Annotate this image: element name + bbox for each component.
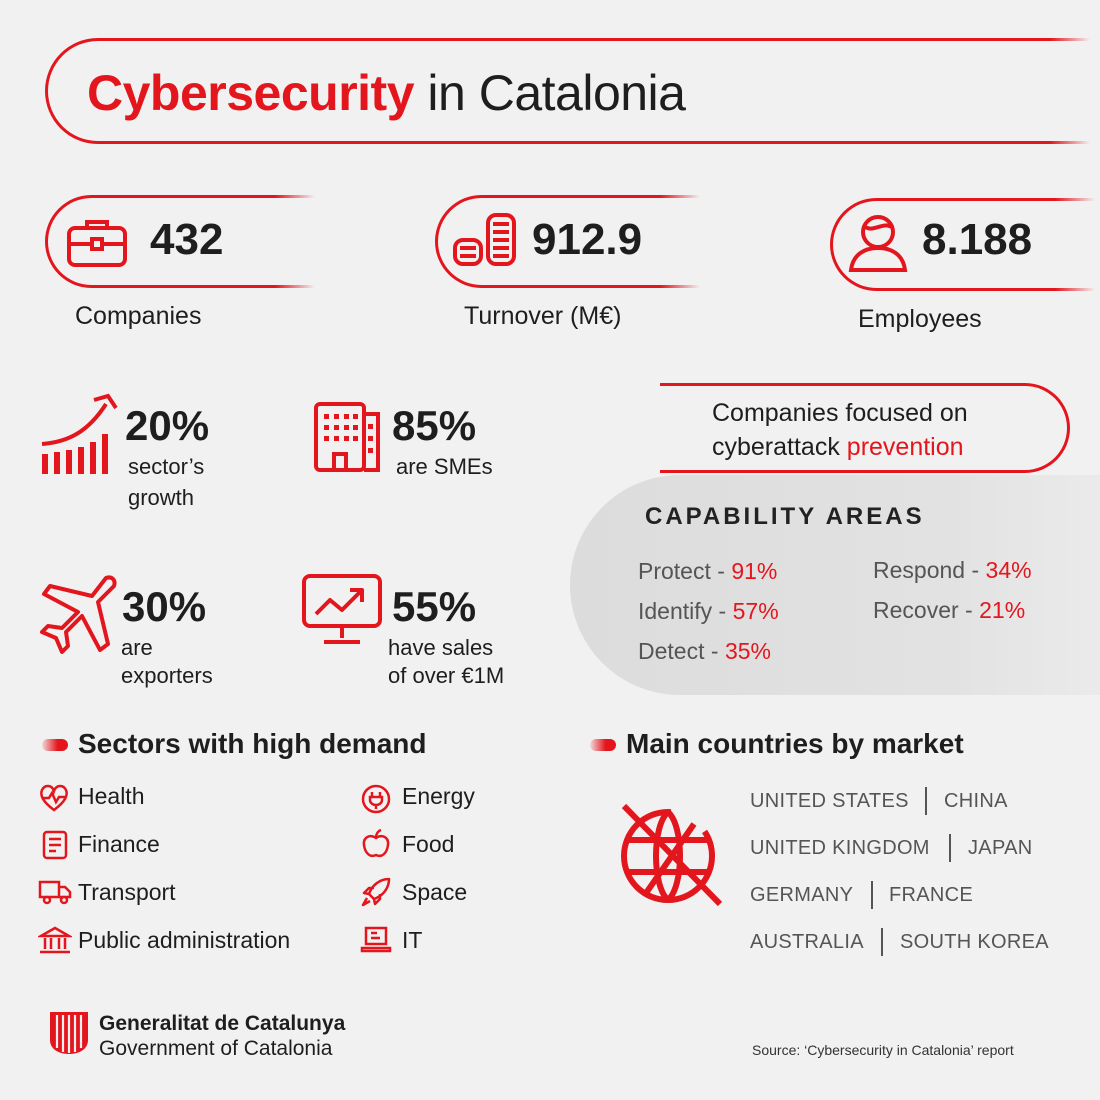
- finance-doc-icon: [42, 830, 68, 860]
- sector-finance: Finance: [78, 831, 160, 857]
- heart-pulse-icon: [40, 784, 68, 812]
- capability-pct: 91%: [731, 558, 778, 584]
- title-pill: [45, 38, 1090, 144]
- capability-name: Identify: [638, 598, 713, 624]
- kpi-label-turnover: Turnover (M€): [464, 302, 622, 330]
- capability-item-protect: Protect - 91%: [638, 558, 778, 584]
- prevention-pill: [660, 383, 1070, 473]
- kpi-value-companies: 432: [150, 215, 224, 264]
- country-separator: [925, 787, 927, 815]
- capability-item-identify: Identify - 57%: [638, 598, 779, 624]
- sector-health: Health: [78, 783, 145, 809]
- prevention-line2: cyberattack prevention: [712, 430, 968, 464]
- countries-heading: Main countries by market: [626, 728, 964, 759]
- capability-item-detect: Detect - 35%: [638, 638, 771, 664]
- stat-value-smes: 85%: [392, 402, 477, 449]
- org-name: Generalitat de Catalunya: [99, 1012, 346, 1035]
- stat-text-exporters-2: exporters: [121, 663, 213, 688]
- government-building-icon: [38, 926, 72, 954]
- country-china: CHINA: [944, 790, 1008, 812]
- stat-text-smes-1: are SMEs: [396, 454, 493, 479]
- country-france: FRANCE: [889, 884, 974, 906]
- capability-pct: 21%: [979, 597, 1026, 623]
- sectors-heading: Sectors with high demand: [78, 728, 427, 759]
- sector-it: IT: [402, 927, 423, 953]
- title-highlight: Cybersecurity: [87, 65, 415, 121]
- capability-name: Detect: [638, 638, 705, 664]
- prevention-highlight: prevention: [846, 433, 964, 461]
- country-separator: [881, 928, 883, 956]
- stat-text-growth-1: sector’s: [128, 454, 205, 479]
- capability-item-respond: Respond - 34%: [873, 557, 1032, 583]
- rocket-icon: [361, 877, 391, 907]
- energy-plug-icon: [361, 784, 391, 814]
- stat-text-growth-2: growth: [128, 485, 195, 510]
- no-globe-icon: [621, 803, 723, 907]
- airplane-icon: [40, 575, 117, 654]
- country-japan: JAPAN: [968, 837, 1033, 859]
- generalitat-logo-icon: [50, 1012, 88, 1054]
- laptop-icon: [360, 926, 392, 953]
- prevention-text: Companies focused on cyberattack prevent…: [712, 396, 968, 464]
- kpi-value-turnover: 912.9: [532, 215, 643, 264]
- source-note: Source: ‘Cybersecurity in Catalonia’ rep…: [752, 1042, 1014, 1058]
- monitor-chart-icon: [302, 574, 382, 644]
- stat-text-sales-1: have sales: [388, 635, 494, 660]
- capability-title: CAPABILITY AREAS: [645, 503, 925, 530]
- sector-food: Food: [402, 831, 455, 857]
- capability-pct: 35%: [724, 638, 771, 664]
- countries-bullet: [590, 739, 616, 751]
- sector-energy: Energy: [402, 783, 475, 809]
- capability-pct: 57%: [732, 598, 779, 624]
- user-icon: [848, 215, 908, 272]
- country-united-states: UNITED STATES: [750, 790, 909, 812]
- title-rest: in Catalonia: [427, 65, 686, 121]
- coins-icon: [453, 213, 516, 266]
- capability-name: Respond: [873, 557, 966, 583]
- country-australia: AUSTRALIA: [750, 931, 864, 953]
- country-separator: [949, 834, 951, 862]
- capability-pct: 34%: [985, 557, 1032, 583]
- prevention-line2-prefix: cyberattack: [712, 433, 840, 461]
- stat-value-growth: 20%: [125, 402, 210, 449]
- growth-chart-icon: [41, 393, 118, 474]
- capability-panel: [570, 475, 1100, 695]
- building-icon: [314, 402, 380, 472]
- kpi-label-companies: Companies: [75, 302, 202, 330]
- kpi-pill-companies: [45, 195, 315, 288]
- capability-item-recover: Recover - 21%: [873, 597, 1026, 623]
- capability-name: Recover: [873, 597, 959, 623]
- country-germany: GERMANY: [750, 884, 854, 906]
- kpi-pill-turnover: [435, 195, 700, 288]
- stat-value-sales: 55%: [392, 583, 477, 630]
- briefcase-icon: [67, 220, 127, 267]
- stat-text-sales-2: of over €1M: [388, 663, 505, 688]
- capability-name: Protect: [638, 558, 711, 584]
- apple-icon: [362, 828, 390, 858]
- stat-value-exporters: 30%: [122, 583, 207, 630]
- stat-text-exporters-1: are: [121, 635, 153, 660]
- country-united-kingdom: UNITED KINGDOM: [750, 837, 930, 859]
- org-name-english: Government of Catalonia: [99, 1037, 333, 1060]
- page-title: Cybersecurity in Catalonia: [87, 64, 686, 122]
- kpi-label-employees: Employees: [858, 305, 982, 333]
- country-south-korea: SOUTH KOREA: [900, 931, 1049, 953]
- truck-icon: [38, 880, 72, 905]
- kpi-pill-employees: [830, 198, 1095, 291]
- kpi-value-employees: 8.188: [922, 215, 1033, 264]
- sectors-bullet: [42, 739, 68, 751]
- sector-public-administration: Public administration: [78, 927, 291, 953]
- prevention-line1: Companies focused on: [712, 399, 968, 427]
- sector-space: Space: [402, 879, 468, 905]
- sector-transport: Transport: [78, 879, 176, 905]
- country-separator: [871, 881, 873, 909]
